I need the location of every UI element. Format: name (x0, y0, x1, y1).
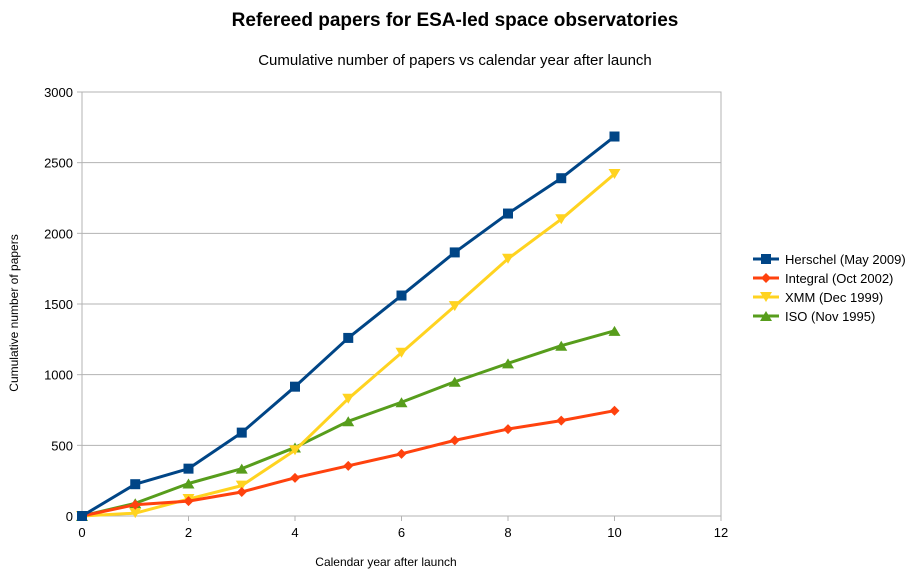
data-point-integral (609, 405, 620, 416)
data-point-integral (396, 448, 407, 459)
legend-item-iso: ISO (Nov 1995) (753, 309, 875, 324)
legend-label-iso: ISO (Nov 1995) (785, 309, 875, 324)
data-point-herschel (343, 332, 354, 343)
data-point-integral (556, 415, 567, 426)
data-point-xmm (608, 168, 621, 179)
data-point-iso (448, 376, 461, 387)
legend-marker-iso (760, 311, 772, 321)
data-point-iso (608, 325, 621, 336)
series-line-herschel (81, 135, 616, 518)
data-point-herschel (609, 131, 620, 142)
data-point-integral (343, 460, 354, 471)
legend: Herschel (May 2009) Integral (Oct 2002) XM… (753, 252, 906, 324)
data-point-xmm (129, 508, 142, 519)
data-point-herschel (130, 479, 141, 490)
data-point-xmm (342, 393, 355, 404)
legend-item-herschel: Herschel (May 2009) (753, 252, 906, 267)
y-axis-label: Cumulative number of papers (7, 234, 21, 391)
x-tick-label: 10 (607, 525, 621, 540)
legend-label-herschel: Herschel (May 2009) (785, 252, 906, 267)
y-tick-label: 0 (66, 509, 73, 524)
y-tick-label: 2500 (44, 156, 73, 171)
data-point-herschel (183, 463, 194, 474)
data-point-iso (502, 358, 514, 369)
data-point-iso (555, 340, 568, 351)
data-point-iso (395, 397, 408, 408)
series-herschel (77, 131, 620, 521)
data-point-integral (449, 435, 460, 446)
legend-label-xmm: XMM (Dec 1999) (785, 290, 883, 305)
data-point-xmm (289, 445, 301, 456)
legend-label-integral: Integral (Oct 2002) (785, 271, 893, 286)
data-point-xmm (502, 253, 514, 264)
data-point-herschel (449, 247, 460, 258)
data-point-xmm (555, 214, 568, 225)
y-tick-label: 2000 (44, 226, 73, 241)
data-point-iso (182, 478, 195, 489)
data-point-integral (290, 472, 300, 483)
x-tick-label: 8 (504, 525, 511, 540)
data-point-xmm (235, 480, 248, 491)
data-point-integral (130, 499, 141, 510)
y-tick-label: 3000 (44, 85, 73, 100)
y-tick-label: 1500 (44, 297, 73, 312)
x-tick-label: 4 (291, 525, 298, 540)
data-point-integral (183, 496, 194, 507)
data-point-herschel (503, 208, 513, 219)
legend-marker-integral (761, 273, 771, 283)
y-tick-label: 1000 (44, 368, 73, 383)
data-point-integral (503, 424, 513, 435)
data-point-integral (236, 486, 247, 497)
axes (77, 91, 722, 521)
x-tick-label: 6 (398, 525, 405, 540)
x-tick-label: 2 (185, 525, 192, 540)
legend-marker-herschel (761, 254, 771, 264)
x-tick-labels: 0 2 4 6 8 10 12 (78, 525, 728, 540)
data-point-xmm (448, 301, 461, 312)
legend-item-integral: Integral (Oct 2002) (753, 271, 893, 286)
x-axis-label: Calendar year after launch (315, 555, 456, 569)
series-group (76, 131, 621, 521)
chart-subtitle: Cumulative number of papers vs calendar … (258, 52, 652, 69)
y-tick-label: 500 (51, 438, 73, 453)
data-point-iso (342, 416, 355, 427)
x-tick-label: 0 (78, 525, 85, 540)
data-point-herschel (236, 427, 247, 438)
x-tick-label: 12 (714, 525, 728, 540)
chart-title: Refereed papers for ESA-led space observ… (232, 10, 679, 31)
legend-item-xmm: XMM (Dec 1999) (753, 290, 883, 305)
data-point-iso (235, 463, 248, 474)
data-point-herschel (396, 290, 407, 301)
legend-marker-xmm (760, 292, 772, 302)
series-integral (77, 405, 620, 521)
data-point-herschel (77, 511, 87, 521)
y-tick-labels: 0 500 1000 1500 2000 2500 3000 (44, 85, 73, 524)
data-point-herschel (556, 173, 567, 184)
data-point-xmm (395, 347, 408, 358)
data-point-herschel (290, 381, 300, 392)
